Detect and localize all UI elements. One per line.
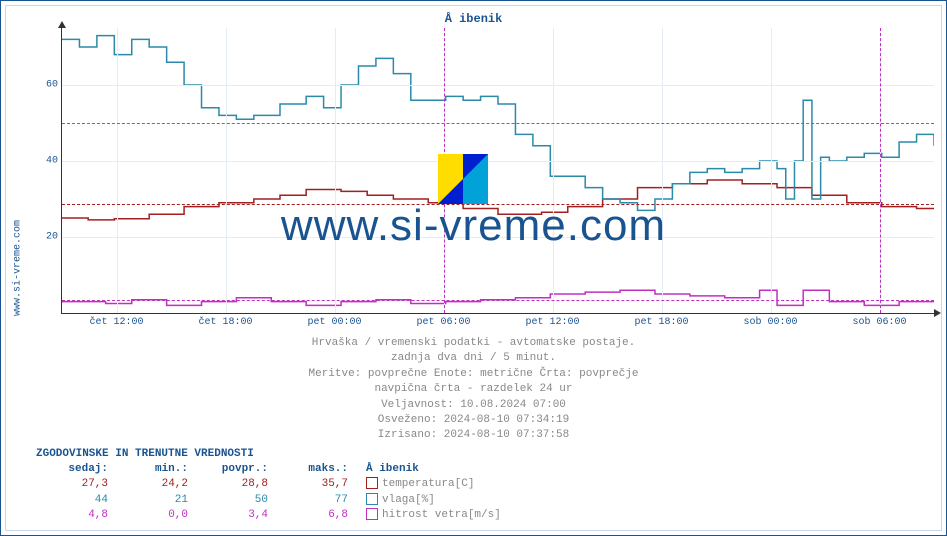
x-tick-label: čet 12:00 xyxy=(89,317,143,328)
series-line xyxy=(62,180,934,220)
watermark-logo-icon xyxy=(438,154,488,204)
caption-block: Hrvaška / vremenski podatki - avtomatske… xyxy=(6,336,941,444)
avg-reference-line xyxy=(62,300,934,301)
caption-line: zadnja dva dni / 5 minut. xyxy=(6,351,941,366)
chart-container: www.si-vreme.com Å ibenik 204060čet 12:0… xyxy=(0,0,947,536)
table-cell: 0,0 xyxy=(116,508,196,523)
table-header-cell: maks.: xyxy=(276,462,356,477)
series-label: hitrost vetra[m/s] xyxy=(356,508,501,523)
grid-line-h xyxy=(62,237,934,238)
series-swatch-icon xyxy=(366,493,378,505)
y-tick-label: 40 xyxy=(34,156,58,167)
series-line xyxy=(62,290,934,305)
avg-reference-line xyxy=(62,123,934,124)
table-row: 44215077 vlaga[%] xyxy=(36,493,501,508)
caption-line: Veljavnost: 10.08.2024 07:00 xyxy=(6,398,941,413)
table-title: ZGODOVINSKE IN TRENUTNE VREDNOSTI xyxy=(36,448,501,460)
table-cell: 50 xyxy=(196,493,276,508)
chart-svg xyxy=(62,28,934,313)
x-tick-label: pet 00:00 xyxy=(307,317,361,328)
y-axis-label: www.si-vreme.com xyxy=(13,220,24,316)
table-cell: 21 xyxy=(116,493,196,508)
y-axis-arrow xyxy=(58,21,66,28)
grid-line-v xyxy=(553,28,554,313)
caption-line: Hrvaška / vremenski podatki - avtomatske… xyxy=(6,336,941,351)
grid-line-h xyxy=(62,161,934,162)
table-cell: 4,8 xyxy=(36,508,116,523)
table-row: 4,80,03,46,8 hitrost vetra[m/s] xyxy=(36,508,501,523)
series-label-text: hitrost vetra[m/s] xyxy=(382,509,501,521)
table-cell: 3,4 xyxy=(196,508,276,523)
caption-line: Izrisano: 2024-08-10 07:37:58 xyxy=(6,428,941,443)
table-cell: 28,8 xyxy=(196,477,276,492)
caption-line: navpična črta - razdelek 24 ur xyxy=(6,382,941,397)
y-tick-label: 20 xyxy=(34,232,58,243)
chart-title: Å ibenik xyxy=(6,12,941,26)
x-tick-label: sob 00:00 xyxy=(743,317,797,328)
series-swatch-icon xyxy=(366,508,378,520)
table-cell: 27,3 xyxy=(36,477,116,492)
caption-line: Osveženo: 2024-08-10 07:34:19 xyxy=(6,413,941,428)
table-header-cell: povpr.: xyxy=(196,462,276,477)
grid-line-v xyxy=(771,28,772,313)
table-header-cell: min.: xyxy=(116,462,196,477)
table-header-cell: sedaj: xyxy=(36,462,116,477)
x-tick-label: sob 06:00 xyxy=(852,317,906,328)
table-row: 27,324,228,835,7 temperatura[C] xyxy=(36,477,501,492)
plot-area: 204060čet 12:00čet 18:00pet 00:00pet 06:… xyxy=(61,28,934,314)
y-tick-label: 60 xyxy=(34,80,58,91)
table-cell: 77 xyxy=(276,493,356,508)
chart-inner-frame: www.si-vreme.com Å ibenik 204060čet 12:0… xyxy=(5,5,942,531)
day-divider-line xyxy=(880,28,881,313)
grid-line-h xyxy=(62,85,934,86)
table-cell: 6,8 xyxy=(276,508,356,523)
grid-line-v xyxy=(226,28,227,313)
x-axis-arrow xyxy=(934,309,941,317)
values-table: ZGODOVINSKE IN TRENUTNE VREDNOSTIsedaj:m… xyxy=(36,448,501,524)
table-cell: 24,2 xyxy=(116,477,196,492)
table-cell: 44 xyxy=(36,493,116,508)
x-tick-label: čet 18:00 xyxy=(198,317,252,328)
series-label-text: temperatura[C] xyxy=(382,478,474,490)
series-label: vlaga[%] xyxy=(356,493,435,508)
x-tick-label: pet 18:00 xyxy=(634,317,688,328)
grid-line-v xyxy=(117,28,118,313)
station-name: Å ibenik xyxy=(356,462,419,477)
table-cell: 35,7 xyxy=(276,477,356,492)
avg-reference-line xyxy=(62,204,934,205)
grid-line-v xyxy=(662,28,663,313)
caption-line: Meritve: povprečne Enote: metrične Črta:… xyxy=(6,367,941,382)
x-tick-label: pet 12:00 xyxy=(525,317,579,328)
series-label-text: vlaga[%] xyxy=(382,494,435,506)
series-swatch-icon xyxy=(366,477,378,489)
grid-line-v xyxy=(335,28,336,313)
table-header-row: sedaj:min.:povpr.:maks.:Å ibenik xyxy=(36,462,501,477)
x-tick-label: pet 06:00 xyxy=(416,317,470,328)
series-label: temperatura[C] xyxy=(356,477,474,492)
